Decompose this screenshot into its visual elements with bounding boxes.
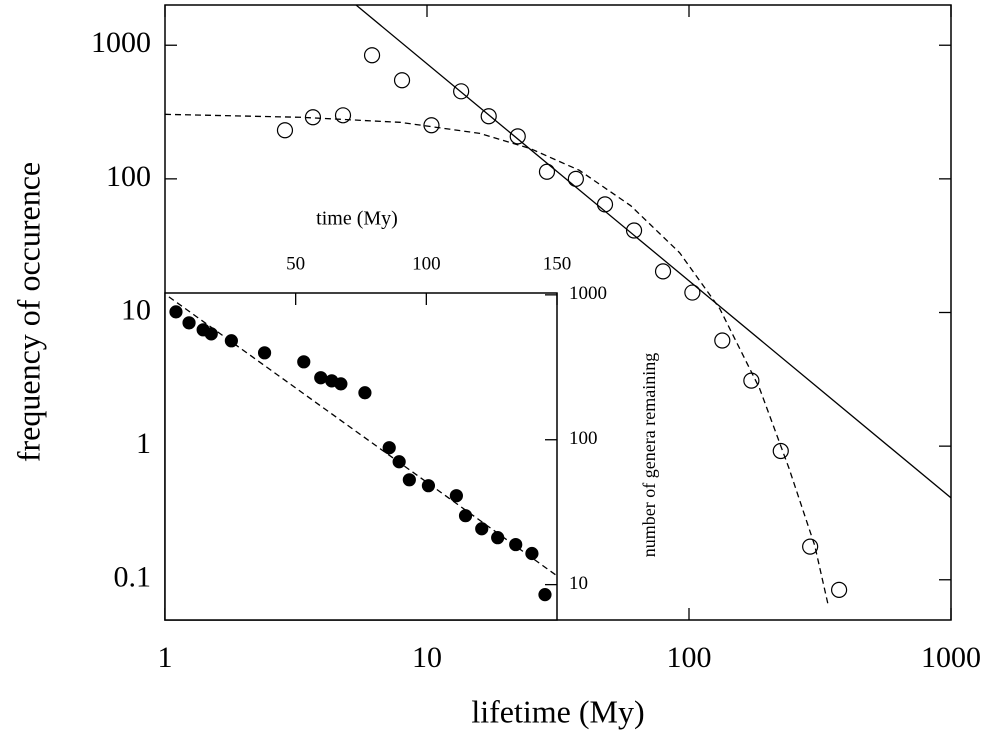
plot-1: 50 100 150 10 100 1000 time (My) number of gene… [164, 208, 659, 621]
y-tick-label: 10 [569, 573, 588, 594]
inset-y-axis-title: number of genera remaining [639, 353, 659, 557]
x-tick-label: 1000 [921, 641, 981, 674]
fit-line [355, 5, 951, 499]
inset-x-axis-title: time (My) [316, 208, 398, 230]
data-layer [168, 296, 557, 602]
data-point [654, 263, 672, 280]
data-point [358, 386, 372, 400]
data-point [802, 538, 819, 555]
data-point [458, 509, 473, 523]
x-tick-label: 10 [412, 641, 442, 674]
data-point [334, 377, 348, 391]
data-point [297, 355, 311, 369]
data-point [684, 284, 701, 301]
data-point [314, 371, 328, 385]
data-layer [165, 5, 951, 605]
data-point [393, 72, 411, 89]
data-point [421, 479, 436, 493]
data-point [538, 163, 556, 180]
y-axis-title: frequency of occurence [10, 162, 46, 462]
data-point [596, 196, 614, 213]
plot-frame [164, 292, 558, 621]
x-tick-label: 150 [543, 253, 572, 274]
data-point [449, 489, 463, 503]
data-point [182, 316, 196, 330]
x-tick-label: 50 [286, 253, 305, 274]
data-point [276, 122, 294, 139]
x-tick-label: 100 [667, 641, 712, 674]
data-point [475, 522, 489, 536]
data-point [743, 372, 760, 389]
y-tick-label: 1000 [91, 26, 151, 59]
y-tick-label: 100 [106, 160, 151, 193]
data-point [509, 128, 526, 145]
y-tick-label: 1000 [569, 283, 607, 304]
data-point [423, 117, 440, 134]
data-point [363, 47, 381, 64]
data-point [257, 346, 272, 360]
data-point [567, 170, 584, 187]
data-point [334, 107, 352, 124]
y-tick-label: 10 [121, 293, 151, 326]
y-tick-label: 1 [136, 427, 151, 460]
y-tick-label: 100 [569, 428, 598, 449]
data-point [714, 332, 731, 349]
fit-line [165, 113, 829, 605]
y-tick-label: 0.1 [114, 561, 152, 594]
data-point [625, 222, 643, 239]
plot-background [165, 293, 557, 620]
data-point [538, 588, 552, 602]
x-axis-title: lifetime (My) [471, 693, 644, 729]
data-point [402, 473, 416, 487]
data-point [204, 327, 218, 341]
data-point [830, 581, 848, 598]
x-tick-label: 1 [158, 641, 173, 674]
data-point [525, 546, 539, 561]
data-point [169, 305, 183, 319]
x-tick-label: 100 [412, 253, 441, 274]
data-point [382, 441, 396, 455]
